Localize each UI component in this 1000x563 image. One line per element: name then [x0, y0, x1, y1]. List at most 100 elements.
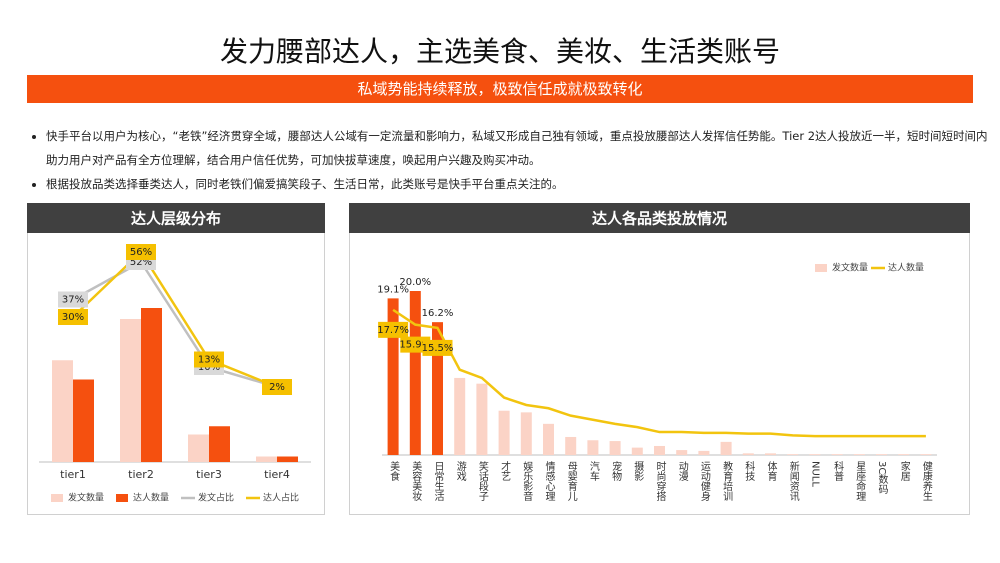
data-label: 2% — [269, 382, 285, 393]
panel-border — [27, 203, 325, 515]
bar — [409, 291, 421, 455]
legend-label: 达人数量 — [133, 492, 169, 504]
bar — [809, 454, 821, 455]
line — [392, 308, 926, 438]
bar — [454, 377, 466, 455]
label-box — [126, 244, 156, 260]
bar — [498, 410, 510, 455]
bar — [765, 453, 776, 455]
legend-label: 达人占比 — [263, 492, 299, 504]
x-tick-label: tier3 — [196, 468, 222, 481]
chart-title: 达人层级分布 — [131, 210, 221, 228]
legend-label: 发文占比 — [198, 492, 234, 504]
bar — [831, 454, 843, 455]
data-label: 17.7% — [377, 325, 409, 336]
x-tick-label: NULL — [809, 461, 820, 487]
bar — [654, 445, 665, 455]
bar — [432, 322, 443, 455]
data-label: 56% — [130, 247, 152, 258]
data-label: 16.2% — [422, 308, 454, 319]
bar — [520, 412, 532, 455]
data-label: 30% — [62, 312, 84, 323]
data-label: 15.9% — [399, 340, 431, 351]
x-tick-label: 健康养生 — [920, 461, 932, 501]
bar — [565, 436, 577, 455]
x-tick-label: tier1 — [60, 468, 86, 481]
x-tick-label: 时尚穿搭 — [654, 461, 666, 502]
x-tick-label: 教育培训 — [721, 460, 733, 502]
bullet: 根据投放品类选择垂类达人，同时老铁们偏爱搞笑段子、生活日常，此类账号是快手平台重… — [46, 172, 991, 196]
x-tick-label: 科普 — [832, 460, 844, 482]
data-label: 52% — [130, 257, 152, 268]
bar — [676, 450, 688, 455]
bar — [742, 453, 754, 455]
data-label: 37% — [62, 295, 84, 306]
bar — [587, 440, 599, 455]
bar — [720, 441, 732, 455]
bar — [141, 308, 162, 462]
chart: 达人层级分布tier1tier2tier3tier437%52%10%2%30%… — [27, 203, 325, 515]
bullet: 快手平台以用户为核心，“老铁”经济贯穿全域，腰部达人公域有一定流量和影响力，私域… — [46, 124, 991, 172]
bar — [277, 456, 298, 462]
bar — [853, 454, 865, 455]
x-tick-label: 日常生活 — [432, 461, 444, 502]
legend-swatch — [116, 494, 128, 502]
x-tick-label: 才艺 — [499, 460, 511, 481]
bar — [876, 454, 887, 455]
data-label: 19.1% — [377, 284, 409, 295]
x-tick-label: 笑话段子 — [476, 460, 488, 501]
bar — [787, 454, 799, 455]
legend-swatch — [815, 264, 827, 272]
label-box — [378, 321, 409, 338]
title: 发力腰部达人，主选美食、美妆、生活类账号 — [219, 35, 780, 68]
x-tick-label: 运动健身 — [698, 461, 710, 502]
bar — [476, 383, 488, 455]
bar — [609, 441, 621, 455]
bar — [898, 454, 910, 455]
x-tick-label: 体育 — [765, 461, 777, 482]
panel-header — [27, 203, 325, 233]
x-tick-label: 母婴育儿 — [565, 461, 577, 502]
subtitle: 私域势能持续释放，极致信任成就极致转化 — [27, 75, 973, 103]
chart-title: 达人各品类投放情况 — [592, 210, 727, 228]
data-label: 20.0% — [399, 277, 431, 288]
bar — [631, 447, 643, 455]
bar — [73, 379, 94, 462]
bar — [52, 360, 73, 462]
x-tick-label: 娱乐影音 — [521, 460, 533, 502]
legend-label: 发文数量 — [68, 492, 104, 504]
bullets: 快手平台以用户为核心，“老铁”经济贯穿全域，腰部达人公域有一定流量和影响力，私域… — [26, 124, 991, 196]
label-box — [58, 309, 88, 325]
x-tick-label: tier4 — [264, 468, 290, 481]
data-label: 15.5% — [422, 343, 454, 354]
x-tick-label: 3C数码 — [876, 461, 888, 495]
x-tick-label: 家居 — [898, 460, 910, 482]
line — [72, 250, 278, 389]
label-box — [194, 351, 224, 368]
chart: 达人各品类投放情况美食 美容美妆 日常生活 游戏 笑话段子 才艺 娱乐影音 情感心理 母婴育儿汽… — [349, 203, 970, 515]
bar — [120, 319, 141, 462]
bar — [920, 454, 932, 455]
x-tick-label: 新闻资讯 — [787, 460, 799, 502]
x-tick-label: 美食 — [388, 460, 400, 482]
label-box — [262, 379, 292, 395]
bar — [209, 426, 230, 462]
x-tick-label: 摄影 — [632, 460, 644, 482]
x-tick-label: 情感心理 — [543, 460, 555, 501]
x-tick-label: tier2 — [128, 468, 154, 481]
x-tick-label: 动漫 — [676, 461, 688, 482]
panel-header — [349, 203, 970, 233]
bar — [188, 434, 209, 462]
legend-label: 发文数量 — [832, 262, 868, 274]
label-box — [422, 339, 453, 356]
bar — [387, 298, 399, 455]
x-tick-label: 星座命理 — [854, 461, 866, 501]
x-tick-label: 科技 — [743, 460, 755, 482]
bar — [698, 450, 710, 455]
legend-swatch — [51, 494, 63, 502]
x-tick-label: 美容美妆 — [410, 460, 422, 502]
x-tick-label: 宠物 — [610, 460, 622, 482]
data-label: 13% — [198, 355, 220, 366]
line — [72, 260, 278, 389]
